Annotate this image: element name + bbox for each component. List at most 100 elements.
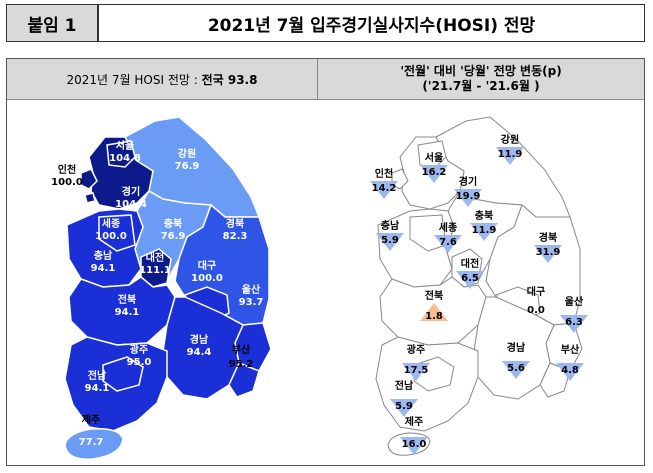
value-chungnam: 94.1 bbox=[91, 263, 116, 274]
value-jeonnam: 5.9 bbox=[395, 401, 413, 412]
tri-gwangju bbox=[402, 363, 430, 381]
tri-jeonbuk bbox=[420, 303, 448, 321]
label-gyeonggi: 경기 bbox=[122, 185, 140, 198]
tri-chungnam bbox=[376, 233, 404, 251]
tri-jeju bbox=[400, 437, 428, 455]
label-seoul: 서울 bbox=[116, 139, 134, 152]
right-title-line2: ('21.7월 - '21.6월 ) bbox=[422, 79, 540, 93]
tri-gyeongnam bbox=[502, 361, 530, 379]
label-chungbuk: 충북 bbox=[164, 217, 182, 230]
tri-seoul bbox=[420, 165, 448, 183]
value-sejong: 7.6 bbox=[439, 237, 457, 248]
label-daegu: 대구 bbox=[527, 285, 545, 298]
left-title-national: 전국 93.8 bbox=[201, 72, 258, 87]
label-gyeongbuk: 경북 bbox=[226, 217, 244, 230]
region-gwangju bbox=[102, 356, 144, 392]
value-jeonnam: 94.1 bbox=[85, 383, 110, 394]
value-seoul: 104.8 bbox=[109, 153, 141, 164]
value-jeju: 77.7 bbox=[79, 437, 104, 448]
right-labels: 인천 14.2 서울 16.2 강원 11.9 경기 19.9 충남 5.9 세… bbox=[370, 133, 588, 455]
page-title: 2021년 7월 입주경기실사지수(HOSI) 전망 bbox=[98, 4, 645, 42]
value-gyeongbuk: 82.3 bbox=[223, 231, 248, 242]
appendix-tag: 붙임 1 bbox=[6, 4, 98, 42]
value-ulsan: 93.7 bbox=[239, 297, 264, 308]
tri-incheon bbox=[370, 181, 398, 199]
label-gwangju: 광주 bbox=[407, 344, 425, 356]
value-gyeongnam: 5.6 bbox=[507, 363, 525, 374]
label-gwangju: 광주 bbox=[130, 344, 148, 356]
region-gyeongnam bbox=[162, 296, 244, 400]
tri-gangwon bbox=[496, 147, 524, 165]
label-jeonbuk: 전북 bbox=[425, 289, 443, 302]
value-incheon: 100.0 bbox=[51, 177, 83, 188]
value-gangwon: 11.9 bbox=[498, 149, 523, 160]
tri-busan bbox=[556, 363, 584, 381]
value-gyeongnam: 94.4 bbox=[187, 347, 212, 358]
value-jeonbuk: 1.8 bbox=[425, 311, 443, 322]
tri-chungbuk bbox=[470, 223, 498, 241]
label-sejong: 세종 bbox=[439, 221, 457, 234]
value-incheon: 14.2 bbox=[372, 183, 397, 194]
label-incheon: 인천 bbox=[375, 167, 393, 180]
label-chungbuk: 충북 bbox=[475, 209, 493, 222]
value-gyeongbuk: 31.9 bbox=[536, 247, 561, 258]
label-gangwon: 강원 bbox=[501, 133, 519, 146]
value-gyeonggi: 104.4 bbox=[115, 199, 147, 210]
value-jeonbuk: 94.1 bbox=[115, 307, 140, 318]
value-ulsan: 6.3 bbox=[565, 317, 583, 328]
label-gangwon: 강원 bbox=[178, 147, 196, 160]
region-busan bbox=[228, 362, 260, 398]
label-gyeongbuk: 경북 bbox=[539, 231, 557, 244]
right-change-map: 인천 14.2 서울 16.2 강원 11.9 경기 19.9 충남 5.9 세… bbox=[370, 116, 588, 456]
value-seoul: 16.2 bbox=[422, 167, 447, 178]
value-gyeonggi: 19.9 bbox=[456, 191, 481, 202]
value-chungbuk: 11.9 bbox=[472, 225, 497, 236]
label-jeju: 제주 bbox=[82, 413, 100, 426]
map-panel-frame: 2021년 7월 HOSI 전망 : 전국 93.8 '전월' 대비 '당월' … bbox=[6, 58, 645, 466]
right-title-line1: '전월' 대비 '당월' 전망 변동(p) bbox=[400, 64, 562, 78]
value-chungbuk: 76.9 bbox=[161, 231, 186, 242]
left-labels: 서울 104.8 인천 100.0 경기 104.4 강원 76.9 세종 10… bbox=[51, 139, 263, 448]
tri-sejong bbox=[434, 235, 462, 253]
label-daejeon: 대전 bbox=[461, 257, 479, 270]
label-jeonnam: 전남 bbox=[88, 369, 107, 382]
label-daegu: 대구 bbox=[198, 259, 216, 272]
tri-ulsan bbox=[560, 315, 588, 333]
label-sejong: 세종 bbox=[102, 217, 120, 230]
region-seoul bbox=[106, 140, 136, 168]
value-chungnam: 5.9 bbox=[381, 235, 399, 246]
value-busan: 95.2 bbox=[229, 359, 254, 370]
tri-gyeongbuk bbox=[534, 245, 562, 263]
label-gyeongnam: 경남 bbox=[190, 333, 209, 346]
label-jeonbuk: 전북 bbox=[118, 293, 136, 306]
value-gangwon: 76.9 bbox=[175, 161, 200, 172]
outline-busan bbox=[539, 362, 571, 398]
right-panel-title: '전월' 대비 '당월' 전망 변동(p) ('21.7월 - '21.6월 ) bbox=[318, 59, 644, 100]
value-daejeon: 111.1 bbox=[139, 265, 171, 276]
value-daegu: 100.0 bbox=[191, 273, 223, 284]
label-daejeon: 대전 bbox=[146, 251, 164, 264]
value-gwangju: 95.0 bbox=[127, 357, 152, 368]
value-daegu: 0.0 bbox=[527, 305, 545, 316]
left-choropleth-map: 서울 104.8 인천 100.0 경기 104.4 강원 76.9 세종 10… bbox=[51, 116, 272, 460]
label-ulsan: 울산 bbox=[242, 283, 261, 296]
label-busan: 부산 bbox=[232, 343, 251, 356]
label-chungnam: 충남 bbox=[94, 249, 113, 262]
label-chungnam: 충남 bbox=[381, 219, 400, 232]
value-jeju: 16.0 bbox=[402, 439, 427, 450]
label-seoul: 서울 bbox=[425, 151, 443, 164]
left-panel-title: 2021년 7월 HOSI 전망 : 전국 93.8 bbox=[7, 59, 318, 100]
left-title-prefix: 2021년 7월 HOSI 전망 : bbox=[66, 72, 202, 87]
region-sejong bbox=[98, 214, 136, 252]
region-jeju bbox=[64, 427, 124, 460]
outline-sejong bbox=[409, 214, 447, 252]
value-daejeon: 6.5 bbox=[461, 273, 479, 284]
label-jeju: 제주 bbox=[405, 415, 423, 428]
value-gwangju: 17.5 bbox=[404, 365, 429, 376]
outline-seoul bbox=[417, 140, 447, 168]
label-incheon: 인천 bbox=[58, 163, 76, 176]
tri-jeonnam bbox=[390, 399, 418, 417]
region-incheon bbox=[80, 168, 98, 204]
label-gyeongnam: 경남 bbox=[507, 341, 526, 354]
label-jeonnam: 전남 bbox=[395, 379, 414, 392]
